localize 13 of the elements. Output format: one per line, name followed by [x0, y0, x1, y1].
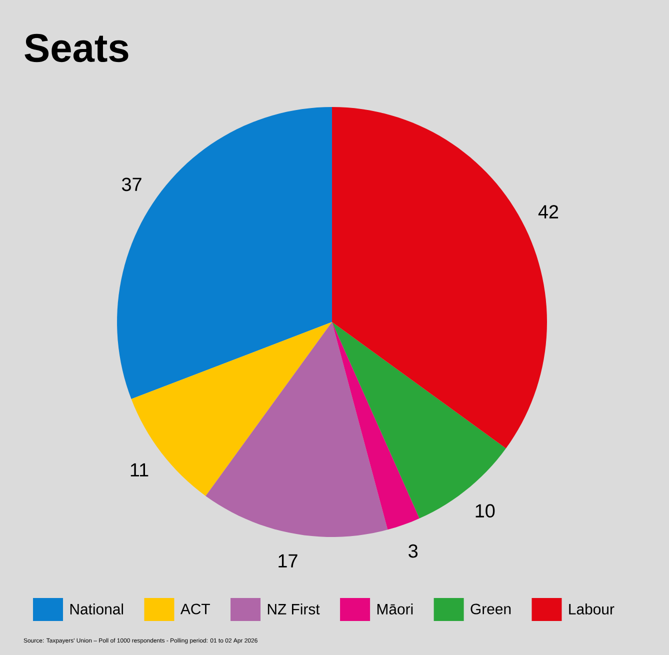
data-label: 3	[408, 544, 418, 558]
legend-label: NZ First	[268, 604, 320, 614]
data-label: 37	[122, 178, 142, 192]
legend-label: Green	[470, 604, 511, 614]
data-label: 10	[476, 504, 495, 518]
legend-label: ACT	[180, 604, 210, 614]
data-label: 11	[130, 463, 148, 476]
data-label: 42	[538, 205, 558, 218]
legend-label: National	[70, 604, 124, 614]
data-label: 17	[278, 554, 298, 568]
legend-label: Labour	[569, 604, 614, 614]
legend-label: Māori	[377, 604, 413, 614]
chart-title: Seats	[24, 34, 128, 62]
